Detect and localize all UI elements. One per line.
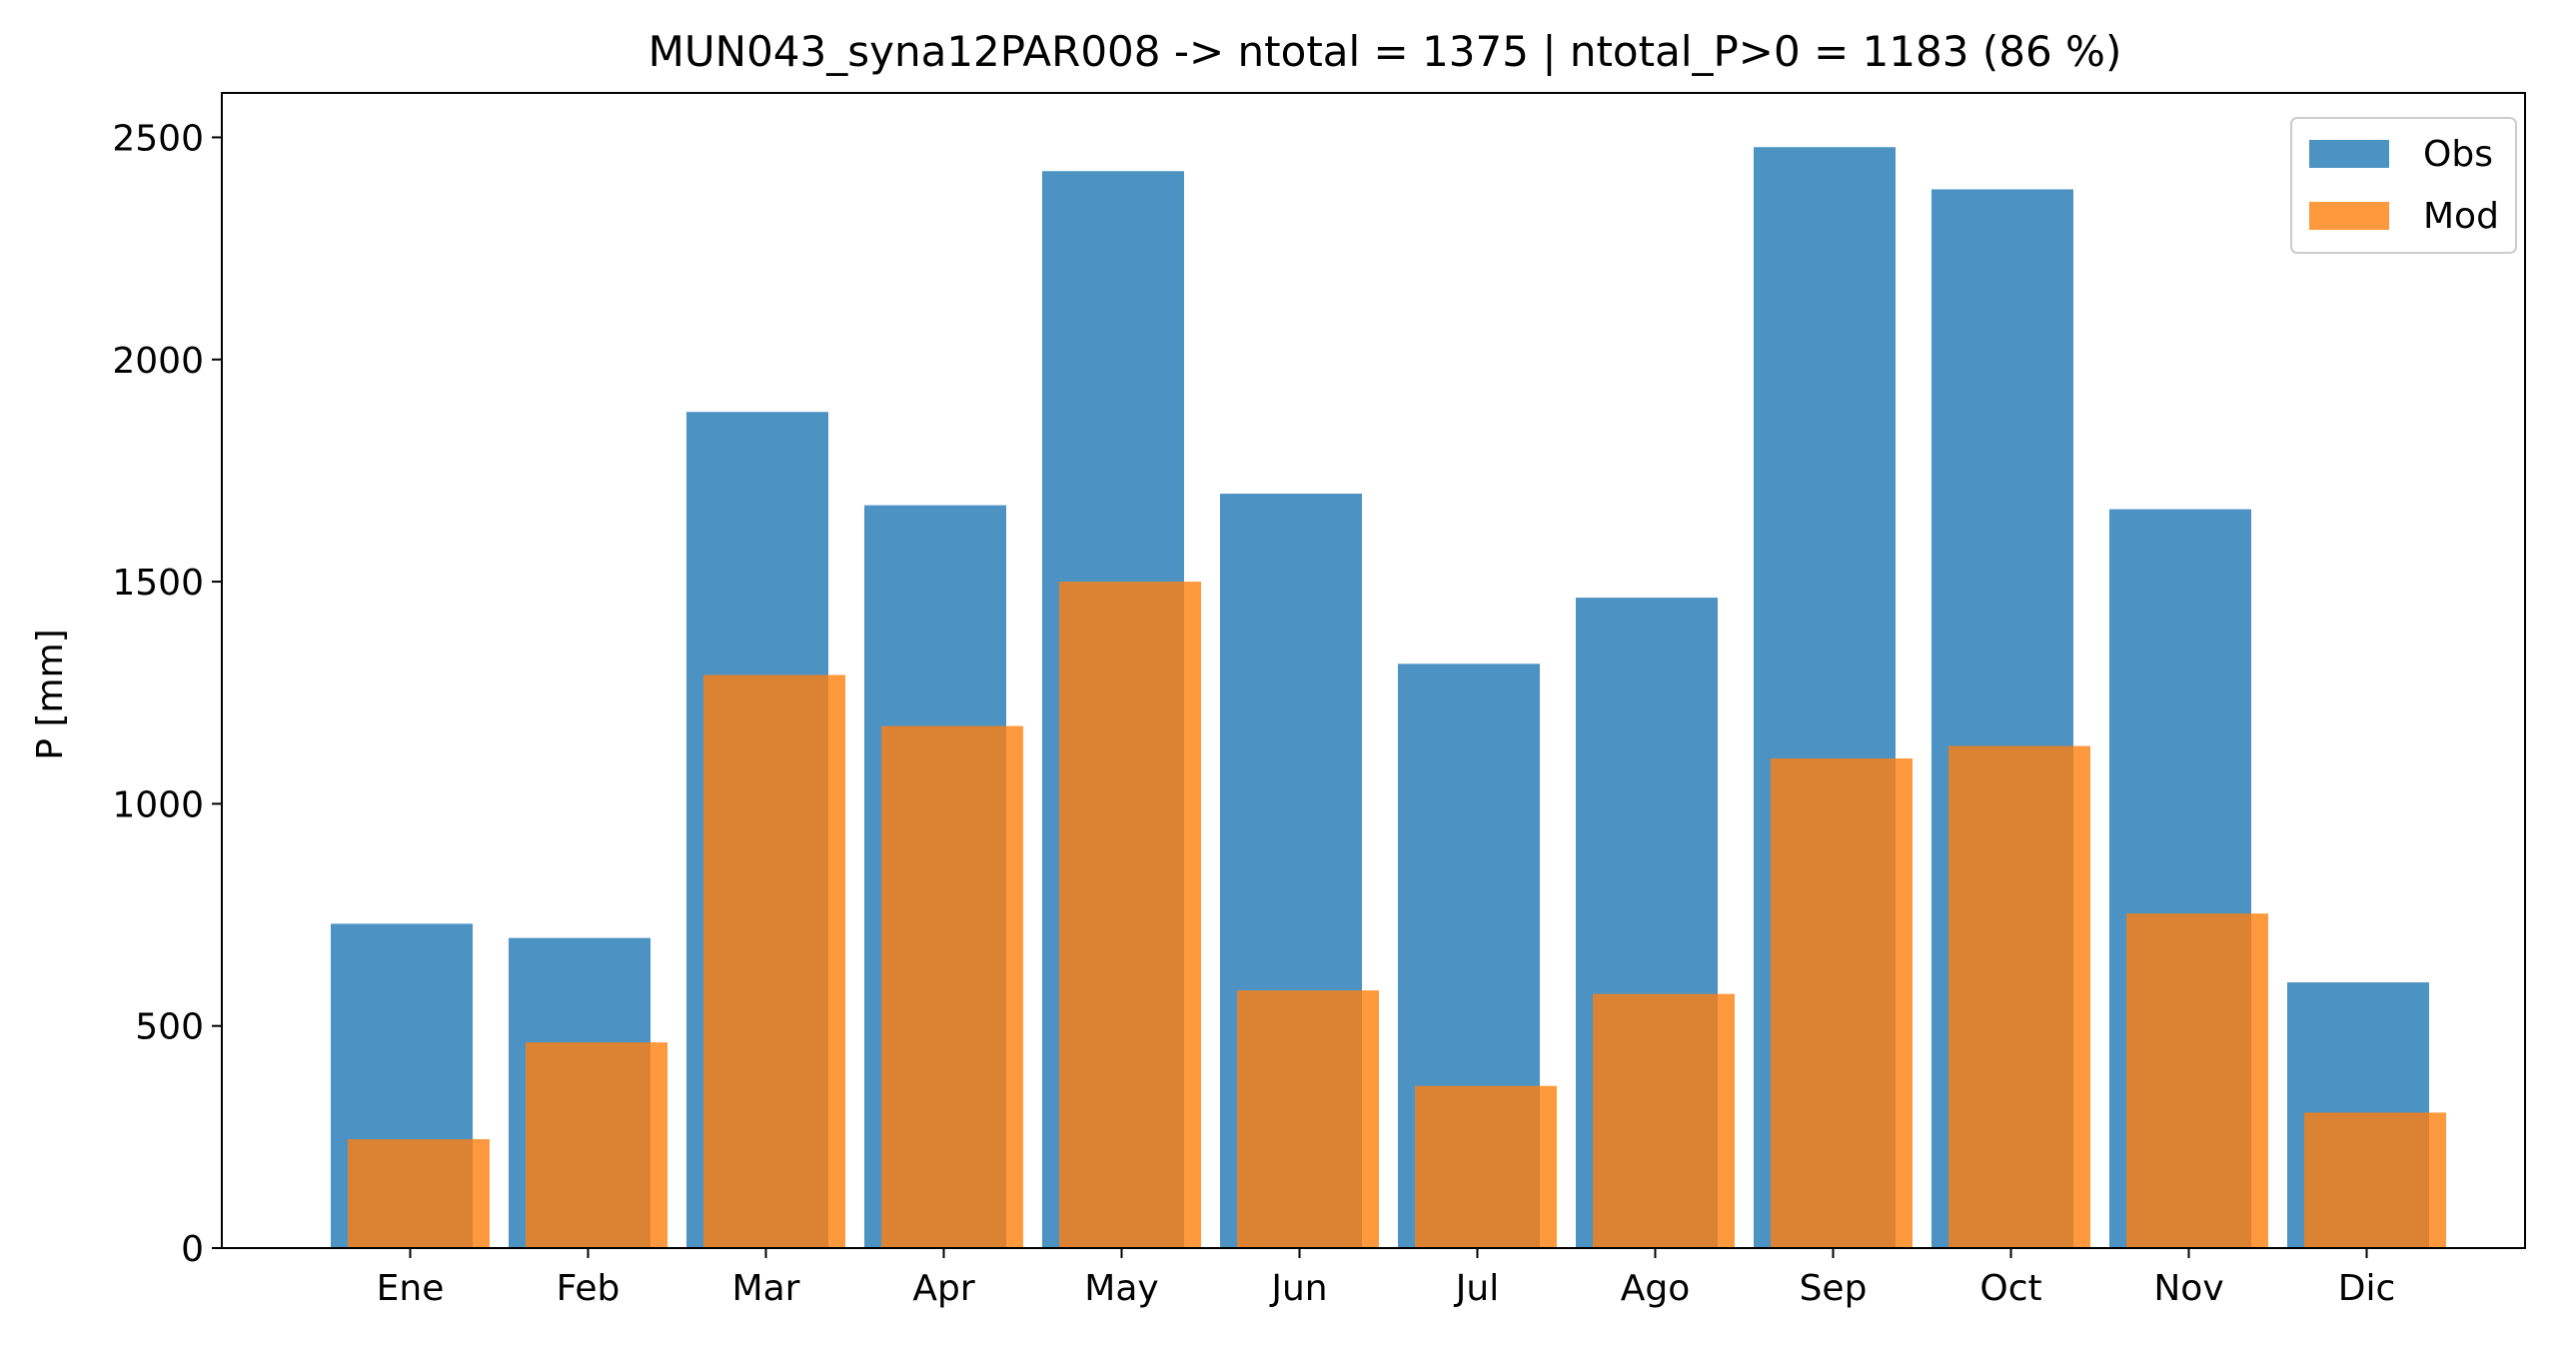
bar-mod-mar — [703, 674, 845, 1248]
x-tick-label: Nov — [2153, 1268, 2223, 1309]
bars-layer — [331, 147, 2446, 1249]
x-tick-label: Oct — [1979, 1268, 2041, 1309]
x-tick-label: Ene — [377, 1268, 445, 1309]
x-tick-label: Dic — [2338, 1268, 2396, 1309]
x-tick-label: Jun — [1269, 1268, 1327, 1309]
plot-frame — [221, 92, 2526, 1249]
legend-swatch-obs — [2309, 140, 2389, 168]
chart-title: MUN043_syna12PAR008 -> ntotal = 1375 | n… — [648, 27, 2122, 76]
bar-mod-ago — [1593, 993, 1735, 1248]
bar-mod-may — [1059, 582, 1201, 1248]
x-tick-label: Feb — [557, 1268, 621, 1309]
bar-mod-jul — [1415, 1085, 1557, 1248]
bar-mod-apr — [881, 725, 1023, 1248]
bar-mod-sep — [1771, 758, 1913, 1248]
y-tick-label: 1000 — [112, 784, 204, 825]
bar-mod-nov — [2126, 913, 2268, 1248]
bar-mod-dic — [2304, 1112, 2446, 1248]
y-tick-label: 0 — [181, 1229, 204, 1270]
legend: Obs Mod — [2290, 117, 2517, 254]
legend-swatch-mod — [2309, 202, 2389, 230]
y-axis-label: P [mm] — [30, 629, 71, 759]
x-tick-label: Mar — [732, 1268, 800, 1309]
y-tick-label: 2500 — [112, 118, 204, 159]
x-tick-label: Apr — [912, 1268, 974, 1309]
legend-label-obs: Obs — [2423, 134, 2493, 175]
x-tick-label: Jul — [1454, 1268, 1499, 1309]
x-tick-label: May — [1084, 1268, 1158, 1309]
y-tick-label: 500 — [135, 1007, 204, 1048]
axes-layer: 0 500 1000 1500 2000 2500 Ene Feb Mar Apr May Jun Ju… — [112, 92, 2526, 1309]
x-tick-label: Ago — [1621, 1268, 1691, 1309]
legend-label-mod: Mod — [2423, 196, 2499, 237]
y-tick-label: 1500 — [112, 563, 204, 604]
y-tick-label: 2000 — [112, 341, 204, 382]
x-tick-label: Sep — [1800, 1268, 1868, 1309]
bar-mod-feb — [526, 1042, 667, 1248]
bar-mod-jun — [1237, 990, 1379, 1248]
bar-mod-oct — [1948, 745, 2090, 1248]
bar-mod-ene — [348, 1139, 490, 1248]
